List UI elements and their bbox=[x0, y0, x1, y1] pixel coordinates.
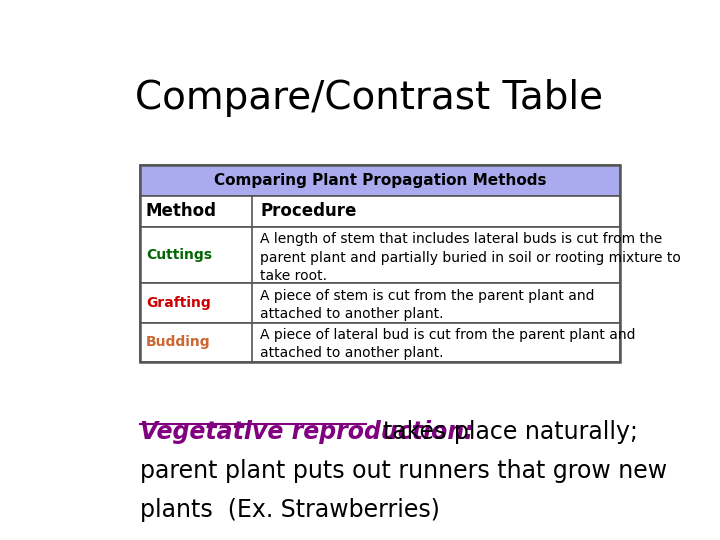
Text: Cuttings: Cuttings bbox=[145, 248, 212, 262]
Text: Comparing Plant Propagation Methods: Comparing Plant Propagation Methods bbox=[214, 173, 546, 188]
Text: Vegetative reproduction:: Vegetative reproduction: bbox=[140, 420, 474, 444]
FancyBboxPatch shape bbox=[140, 196, 620, 227]
Text: plants  (Ex. Strawberries): plants (Ex. Strawberries) bbox=[140, 498, 440, 522]
Text: A length of stem that includes lateral buds is cut from the
parent plant and par: A length of stem that includes lateral b… bbox=[260, 232, 681, 283]
Text: Compare/Contrast Table: Compare/Contrast Table bbox=[135, 79, 603, 117]
Text: A piece of stem is cut from the parent plant and
attached to another plant.: A piece of stem is cut from the parent p… bbox=[260, 288, 595, 321]
FancyBboxPatch shape bbox=[140, 227, 620, 283]
FancyBboxPatch shape bbox=[140, 283, 620, 322]
Text: Method: Method bbox=[145, 202, 217, 220]
FancyBboxPatch shape bbox=[140, 322, 620, 362]
Text: Budding: Budding bbox=[145, 335, 210, 349]
Text: Procedure: Procedure bbox=[260, 202, 356, 220]
Text: Grafting: Grafting bbox=[145, 296, 210, 310]
Text: takes place naturally;: takes place naturally; bbox=[368, 420, 638, 444]
FancyBboxPatch shape bbox=[140, 165, 620, 196]
Text: parent plant puts out runners that grow new: parent plant puts out runners that grow … bbox=[140, 459, 667, 483]
Text: A piece of lateral bud is cut from the parent plant and
attached to another plan: A piece of lateral bud is cut from the p… bbox=[260, 328, 636, 360]
